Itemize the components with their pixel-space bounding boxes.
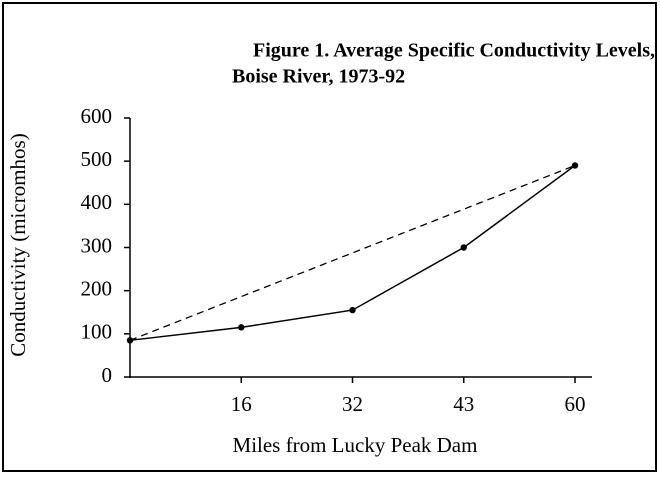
y-tick-label: 200 xyxy=(81,276,113,300)
data-point xyxy=(349,306,356,314)
x-tick-label: 60 xyxy=(565,392,586,416)
y-tick-label: 600 xyxy=(81,104,113,128)
y-axis-label: Conductivity (micromhos) xyxy=(6,133,30,356)
y-tick-label: 400 xyxy=(81,190,113,214)
data-point xyxy=(571,162,579,169)
x-tick-label: 32 xyxy=(342,392,363,416)
data-point xyxy=(460,244,467,251)
y-tick-label: 100 xyxy=(81,320,113,344)
chart-title: Figure 1. Average Specific Conductivity … xyxy=(253,40,655,62)
chart-title: Boise River, 1973-92 xyxy=(232,66,405,88)
x-axis-label: Miles from Lucky Peak Dam xyxy=(233,433,478,457)
data-point xyxy=(238,324,245,331)
trend-line xyxy=(129,164,576,341)
x-tick-label: 16 xyxy=(231,392,252,416)
y-tick-label: 0 xyxy=(102,363,113,387)
x-tick-label: 43 xyxy=(453,392,474,416)
y-tick-label: 300 xyxy=(81,233,113,257)
y-tick-label: 500 xyxy=(81,147,113,171)
data-point xyxy=(126,337,134,344)
frame xyxy=(2,2,657,472)
